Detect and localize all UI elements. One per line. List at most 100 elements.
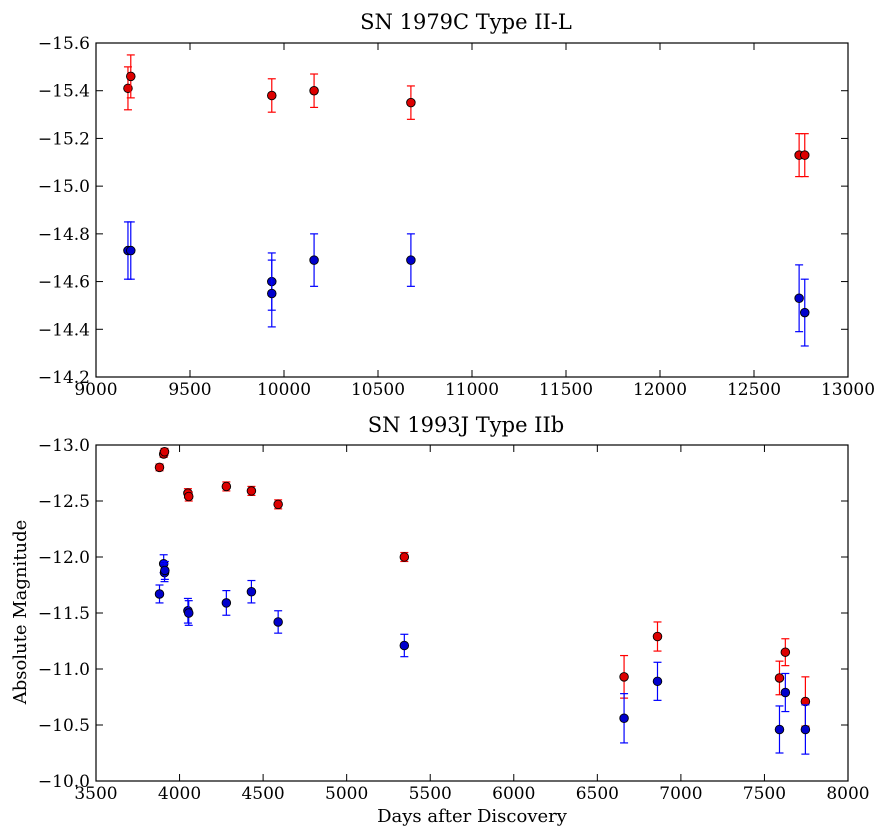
data-point-blue bbox=[183, 600, 194, 626]
marker bbox=[160, 565, 170, 576]
x-tick-label: 7500 bbox=[743, 784, 786, 804]
marker bbox=[126, 71, 136, 82]
y-tick-label: −14.6 bbox=[38, 273, 90, 293]
data-point-blue bbox=[800, 704, 811, 755]
data-point-blue bbox=[273, 610, 283, 634]
bottom-panel-marks bbox=[154, 446, 811, 755]
marker bbox=[126, 245, 136, 256]
data-point-blue bbox=[309, 233, 319, 287]
marker bbox=[800, 307, 810, 318]
data-point-red bbox=[221, 481, 232, 492]
y-tick-label: −10.5 bbox=[38, 716, 90, 736]
marker bbox=[154, 589, 165, 599]
data-point-blue bbox=[126, 221, 136, 280]
data-point-blue bbox=[774, 705, 785, 754]
x-tick-label: 11500 bbox=[539, 380, 593, 400]
marker bbox=[406, 97, 416, 108]
marker bbox=[267, 90, 277, 101]
y-tick-label: −15.4 bbox=[38, 82, 90, 102]
x-axis-label: Days after Discovery bbox=[377, 806, 568, 827]
data-point-red bbox=[309, 73, 319, 109]
marker bbox=[774, 724, 785, 735]
marker bbox=[619, 672, 629, 682]
data-point-red bbox=[780, 638, 791, 667]
marker bbox=[221, 598, 232, 608]
bottom-panel-title: SN 1993J Type IIb bbox=[368, 413, 564, 437]
data-point-red bbox=[126, 54, 136, 99]
marker bbox=[273, 617, 283, 627]
data-point-red bbox=[267, 78, 277, 113]
y-tick-label: −12.5 bbox=[38, 492, 90, 512]
top-panel-ticks: 9000 9500 10000 10500 11000 11500 12000 12500 13… bbox=[38, 34, 875, 400]
marker bbox=[800, 724, 811, 735]
marker bbox=[221, 481, 232, 492]
data-point-blue bbox=[221, 589, 232, 616]
marker bbox=[780, 647, 791, 657]
marker bbox=[399, 552, 410, 562]
data-point-blue bbox=[154, 584, 165, 604]
data-point-red bbox=[159, 446, 170, 457]
x-tick-label: 5000 bbox=[325, 784, 368, 804]
x-tick-label: 10000 bbox=[257, 380, 311, 400]
data-point-red bbox=[399, 551, 410, 563]
y-tick-label: −15.2 bbox=[38, 129, 90, 149]
data-point-red bbox=[273, 499, 283, 510]
data-point-red bbox=[406, 85, 416, 120]
data-point-blue bbox=[780, 672, 791, 713]
data-point-red bbox=[652, 621, 663, 652]
x-tick-label: 10500 bbox=[351, 380, 405, 400]
marker bbox=[774, 673, 785, 683]
y-tick-label: −14.2 bbox=[38, 368, 90, 388]
data-point-blue bbox=[619, 693, 629, 744]
data-point-blue bbox=[246, 579, 257, 604]
top-panel-sn1979c: SN 1979C Type II-L 9000 9500 10000 10500 110… bbox=[38, 10, 875, 400]
data-point-red bbox=[246, 485, 257, 496]
marker bbox=[794, 293, 804, 304]
marker bbox=[780, 687, 791, 698]
y-axis-label: Absolute Magnitude bbox=[10, 520, 31, 706]
x-tick-label: 4000 bbox=[158, 784, 201, 804]
x-tick-label: 3500 bbox=[74, 784, 117, 804]
data-point-red bbox=[619, 654, 629, 699]
marker bbox=[123, 83, 133, 94]
y-tick-label: −12.0 bbox=[38, 548, 90, 568]
data-point-red bbox=[774, 660, 785, 696]
top-panel-marks bbox=[123, 54, 810, 347]
y-tick-label: −11.5 bbox=[38, 604, 90, 624]
marker bbox=[652, 676, 663, 687]
data-point-blue bbox=[794, 264, 804, 333]
data-point-blue bbox=[267, 259, 277, 328]
y-tick-label: −14.4 bbox=[38, 320, 90, 340]
data-point-blue bbox=[800, 278, 810, 347]
marker bbox=[800, 150, 810, 160]
marker bbox=[154, 462, 165, 473]
marker bbox=[309, 85, 319, 96]
marker bbox=[619, 713, 629, 724]
marker bbox=[183, 491, 194, 502]
x-tick-label: 8000 bbox=[826, 784, 869, 804]
marker bbox=[183, 608, 194, 618]
top-panel-title: SN 1979C Type II-L bbox=[360, 10, 572, 34]
x-tick-label: 11000 bbox=[445, 380, 499, 400]
data-point-blue bbox=[652, 661, 663, 701]
x-tick-label: 9500 bbox=[168, 380, 211, 400]
y-tick-label: −13.0 bbox=[38, 436, 90, 456]
x-tick-label: 13000 bbox=[821, 380, 875, 400]
data-point-red bbox=[800, 133, 810, 178]
marker bbox=[406, 255, 416, 265]
bottom-panel-ticks: 3500 4000 4500 5000 5500 6000 6500 7000 7500 8000… bbox=[38, 436, 870, 804]
y-tick-label: −10.0 bbox=[38, 772, 90, 792]
marker bbox=[159, 446, 170, 457]
x-tick-label: 12500 bbox=[727, 380, 781, 400]
x-tick-label: 6000 bbox=[492, 784, 535, 804]
x-tick-label: 7000 bbox=[659, 784, 702, 804]
data-point-blue bbox=[160, 560, 170, 581]
y-tick-label: −11.0 bbox=[38, 660, 90, 680]
marker bbox=[246, 486, 257, 496]
x-tick-label: 9000 bbox=[74, 380, 117, 400]
data-point-red bbox=[183, 491, 194, 502]
data-point-blue bbox=[399, 633, 410, 658]
marker bbox=[246, 586, 257, 597]
